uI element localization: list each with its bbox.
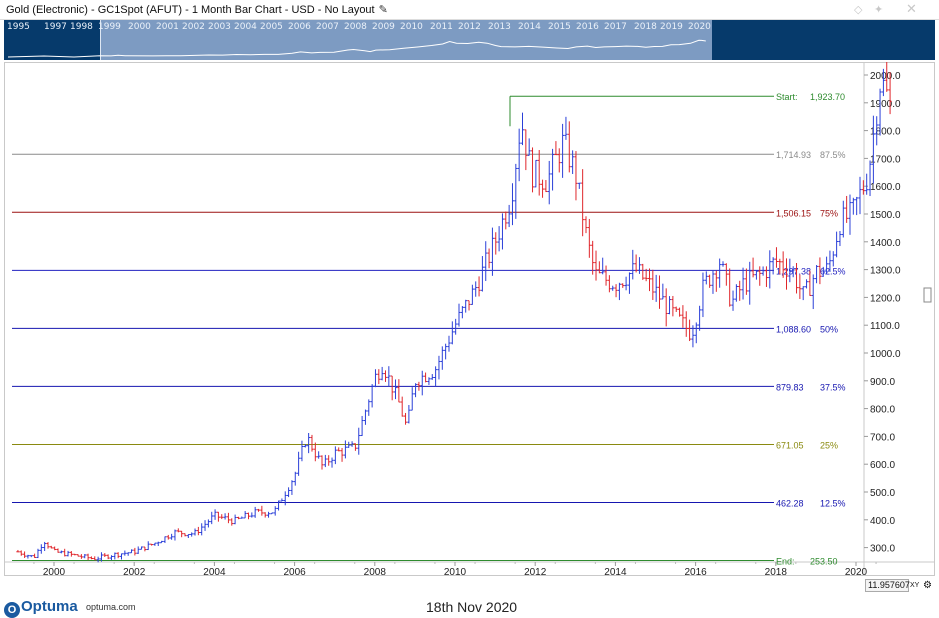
- title-bar: Gold (Electronic) - GC1Spot (AFUT) - 1 M…: [0, 0, 939, 20]
- fib-level-value: 671.05: [776, 440, 804, 450]
- fib-level-value: 462.28: [776, 498, 804, 508]
- y-tick-label: 1900.0: [870, 99, 901, 110]
- overview-year-label: 1999: [98, 22, 121, 32]
- overview-year-label: 2000: [128, 22, 151, 32]
- chart-title-text: Gold (Electronic) - GC1Spot (AFUT) - 1 M…: [6, 4, 375, 16]
- chart-title: Gold (Electronic) - GC1Spot (AFUT) - 1 M…: [6, 3, 388, 16]
- settings-gear-icon[interactable]: ⚙: [923, 580, 932, 591]
- diamond-icon[interactable]: ◇: [854, 4, 863, 16]
- overview-year-label: 2008: [344, 22, 367, 32]
- x-tick-label: 2020: [845, 567, 868, 576]
- fib-level-value: 1,714.93: [776, 150, 811, 160]
- overview-year-label: 2017: [604, 22, 627, 32]
- y-tick-label: 400.0: [870, 516, 895, 527]
- overview-year-label: 2006: [288, 22, 311, 32]
- x-tick-label: 2004: [203, 567, 226, 576]
- y-tick-label: 1700.0: [870, 154, 901, 165]
- xy-toggle-button[interactable]: XY: [910, 582, 920, 589]
- x-tick-label: 2006: [283, 567, 306, 576]
- overview-year-label: 2009: [372, 22, 395, 32]
- y-tick-label: 1500.0: [870, 210, 901, 221]
- fib-level-pct: 25%: [820, 440, 838, 450]
- overview-year-label: 1998: [70, 22, 93, 32]
- y-tick-label: 300.0: [870, 544, 895, 555]
- y-tick-label: 1100.0: [870, 321, 900, 332]
- overview-year-label: 2011: [430, 22, 453, 32]
- footer-site: optuma.com: [86, 602, 136, 612]
- chart-area[interactable]: 300.0 400.0 500.0 600.0 700.0 800.0 900.0 1000.…: [4, 62, 935, 576]
- chart-date: 18th Nov 2020: [426, 599, 518, 615]
- price-chart[interactable]: 300.0 400.0 500.0 600.0 700.0 800.0 900.0 1000.…: [4, 62, 935, 576]
- x-tick-label: 2000: [43, 567, 66, 576]
- fib-end-value: 253.50: [810, 557, 838, 567]
- overview-year-label: 2002: [182, 22, 205, 32]
- fib-level-pct: 87.5%: [820, 150, 846, 160]
- overview-year-label: 2001: [156, 22, 179, 32]
- scroll-handle[interactable]: [923, 287, 932, 303]
- x-tick-label: 2008: [364, 567, 387, 576]
- fib-level-value: 1,506.15: [776, 208, 811, 218]
- fib-level-value: 1,088.60: [776, 324, 811, 334]
- overview-year-label: 2018: [634, 22, 657, 32]
- logo-text: Optuma: [21, 598, 78, 615]
- y-tick-label: 500.0: [870, 488, 895, 499]
- y-tick-label: 900.0: [870, 377, 895, 388]
- y-tick-label: 800.0: [870, 405, 895, 416]
- x-tick-label: 2014: [604, 567, 627, 576]
- overview-year-label: 2010: [400, 22, 423, 32]
- x-tick-label: 2018: [765, 567, 788, 576]
- optuma-logo: O Optuma: [4, 598, 78, 618]
- y-tick-label: 600.0: [870, 460, 895, 471]
- x-tick-label: 2012: [524, 567, 547, 576]
- chart-frame: [4, 62, 935, 576]
- overview-year-label: 2013: [488, 22, 511, 32]
- x-tick-label: 2010: [444, 567, 467, 576]
- pencil-icon[interactable]: ✎: [378, 4, 388, 16]
- overview-navigator[interactable]: 1995 1997 1998 1999 2000 2001 2002 2003 2004 2005…: [4, 20, 935, 60]
- overview-year-label: 2015: [548, 22, 571, 32]
- overview-year-label: 2004: [234, 22, 257, 32]
- overview-year-label: 2007: [316, 22, 339, 32]
- overview-year-label: 2020: [688, 22, 711, 32]
- cursor-readout: 11.957607: [865, 579, 910, 592]
- close-icon[interactable]: ✕: [906, 1, 917, 16]
- overview-price-line: [7, 39, 706, 58]
- overview-year-label: 2012: [458, 22, 481, 32]
- overview-year-label: 2014: [518, 22, 541, 32]
- fib-end-label: End:: [776, 557, 795, 567]
- overview-year-label: 1995: [7, 22, 30, 32]
- fib-start-value: 1,923.70: [810, 92, 845, 102]
- logo-mark-icon: O: [4, 602, 20, 618]
- y-tick-label: 1200.0: [870, 293, 901, 304]
- y-tick-label: 1000.0: [870, 349, 901, 360]
- overview-year-label: 2005: [260, 22, 283, 32]
- fib-level-value: 879.83: [776, 382, 804, 392]
- y-tick-label: 1400.0: [870, 238, 901, 249]
- fib-level-pct: 75%: [820, 208, 838, 218]
- y-tick-label: 1300.0: [870, 266, 901, 277]
- y-tick-label: 2000.0: [870, 71, 901, 82]
- overview-year-label: 2016: [576, 22, 599, 32]
- fib-level-pct: 12.5%: [820, 498, 846, 508]
- y-tick-label: 700.0: [870, 432, 895, 443]
- fib-level-pct: 50%: [820, 324, 838, 334]
- y-tick-label: 1800.0: [870, 127, 901, 138]
- pin-icon[interactable]: ✦: [874, 4, 884, 16]
- overview-year-label: 1997: [44, 22, 67, 32]
- x-tick-label: 2002: [123, 567, 146, 576]
- fib-level-pct: 62.5%: [820, 266, 846, 276]
- fib-start-label: Start:: [776, 92, 798, 102]
- fib-level-pct: 37.5%: [820, 382, 846, 392]
- overview-selection-window[interactable]: [100, 20, 712, 60]
- y-tick-label: 1600.0: [870, 182, 901, 193]
- x-tick-label: 2016: [684, 567, 707, 576]
- overview-year-label: 2003: [208, 22, 231, 32]
- overview-year-label: 2019: [660, 22, 683, 32]
